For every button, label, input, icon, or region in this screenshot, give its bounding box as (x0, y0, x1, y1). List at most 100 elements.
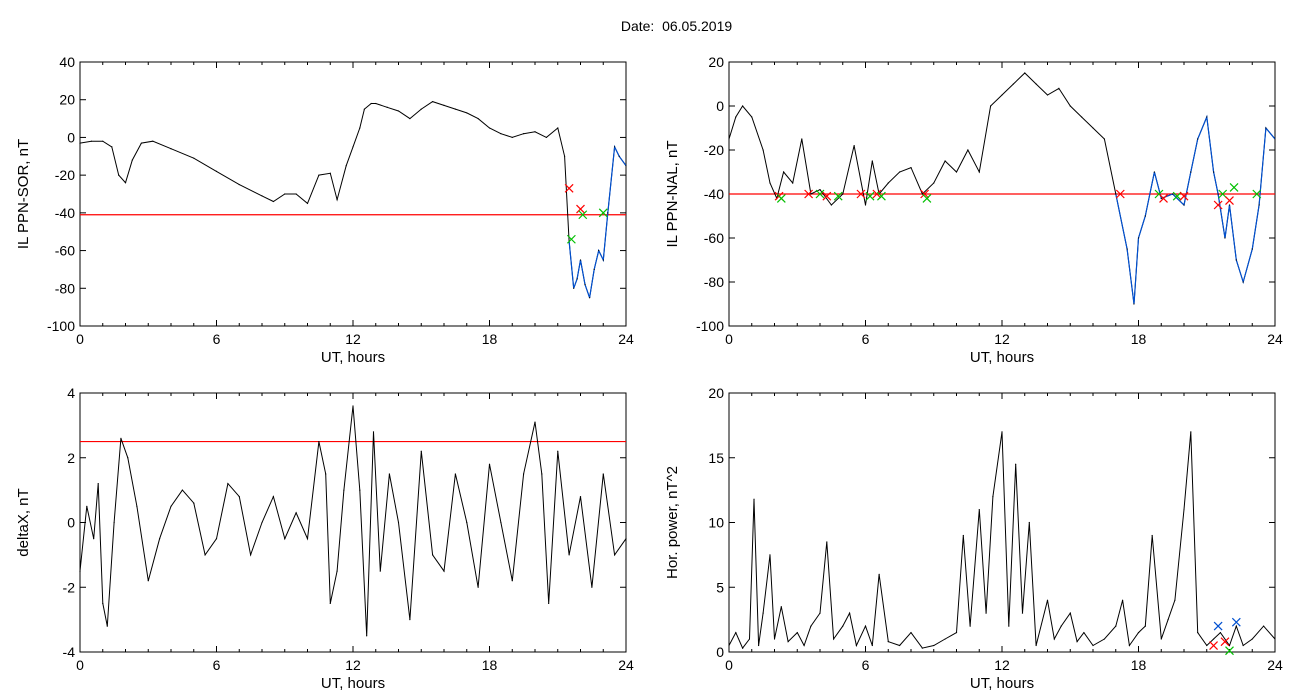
marker-stroke (1225, 196, 1234, 206)
x-tick-label: 0 (725, 657, 733, 673)
plot-frame (79, 61, 627, 327)
marker-green (598, 208, 608, 218)
y-tick-label: -40 (704, 186, 724, 202)
marker-red (576, 204, 585, 214)
data-point (618, 155, 620, 157)
y-axis-label: IL PPN-NAL, nT (664, 141, 681, 248)
data-point (579, 259, 582, 261)
data-point (366, 635, 368, 637)
marker-green (1229, 182, 1239, 192)
data-point (1153, 171, 1156, 173)
marker-stroke (598, 208, 608, 218)
y-tick-label: -60 (704, 230, 724, 246)
data-point (625, 538, 627, 540)
marker-red (872, 189, 882, 199)
marker-stroke (804, 189, 814, 199)
data-point (238, 496, 240, 498)
data-point (848, 612, 851, 614)
data-point (757, 644, 760, 647)
data-point (1035, 83, 1037, 85)
data-point (921, 647, 923, 649)
marker-stroke (922, 193, 932, 203)
data-point (343, 489, 345, 491)
x-tick-label: 0 (725, 331, 733, 347)
data-point (1224, 237, 1226, 239)
data-point (120, 437, 122, 439)
data-point (136, 505, 138, 507)
data-point (576, 278, 578, 280)
series-line (79, 101, 627, 298)
marker-green (1172, 191, 1182, 201)
marker-green (877, 191, 886, 201)
data-point (1058, 87, 1060, 89)
data-point (329, 172, 331, 174)
data-point (1083, 631, 1085, 634)
data-point (500, 133, 502, 135)
data-point (1160, 638, 1162, 640)
data-point (523, 133, 525, 135)
data-point (563, 155, 566, 157)
data-point (90, 140, 92, 142)
data-point (420, 450, 422, 452)
data-point (454, 473, 456, 475)
data-point (511, 580, 513, 582)
data-point (584, 283, 586, 286)
y-tick-label: -4 (63, 644, 76, 660)
data-point (1024, 72, 1026, 74)
data-point (819, 612, 821, 614)
data-point (1076, 641, 1078, 643)
marker-stroke (872, 189, 882, 199)
date-value: 06.05.2019 (662, 18, 733, 34)
data-point (1197, 631, 1199, 634)
data-point (978, 171, 980, 173)
data-point (1103, 138, 1105, 140)
data-point (548, 602, 550, 605)
data-point (238, 183, 240, 186)
marker-green (1218, 189, 1228, 199)
data-point (810, 625, 812, 627)
data-point (589, 297, 591, 299)
data-point (568, 554, 570, 556)
marker-red (920, 189, 930, 199)
data-point (735, 631, 737, 634)
data-point (511, 136, 513, 139)
data-point (573, 287, 575, 289)
data-point (1115, 625, 1117, 627)
data-point (204, 554, 206, 556)
data-point (787, 641, 789, 643)
data-point (454, 108, 456, 110)
data-point (106, 625, 108, 627)
data-point (432, 554, 434, 556)
y-tick-label: -100 (47, 318, 75, 334)
data-point (97, 483, 99, 485)
data-point (1053, 638, 1055, 640)
marker-stroke (1154, 189, 1164, 199)
marker-red (822, 191, 832, 201)
y-tick-label: 10 (708, 515, 724, 531)
data-point (306, 202, 309, 205)
marker-green (865, 191, 875, 201)
data-point (1228, 204, 1231, 206)
data-point (871, 160, 873, 162)
data-point (352, 146, 354, 148)
data-point (352, 405, 354, 407)
data-point (215, 170, 218, 172)
data-point (1021, 612, 1024, 614)
data-point (742, 105, 744, 107)
x-tick-label: 24 (1267, 657, 1283, 673)
data-point (1242, 644, 1244, 647)
y-tick-label: 15 (708, 450, 724, 466)
data-point (992, 496, 994, 498)
data-point (1137, 237, 1140, 239)
data-point (833, 638, 835, 640)
data-point (1046, 94, 1049, 96)
data-point (111, 146, 113, 148)
data-point (215, 538, 218, 540)
marker-green (1252, 189, 1262, 199)
x-axis-label: UT, hours (970, 675, 1034, 692)
y-tick-label: 20 (708, 54, 724, 70)
data-point (1206, 644, 1208, 647)
data-point (466, 112, 468, 114)
data-point (375, 102, 377, 105)
data-point (131, 159, 133, 161)
